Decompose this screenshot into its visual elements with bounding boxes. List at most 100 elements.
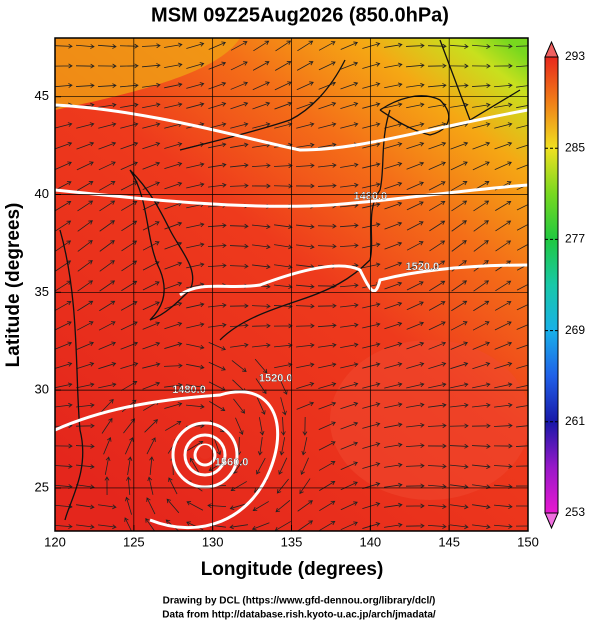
- wind-arrow: [427, 443, 447, 449]
- wind-arrow: [55, 321, 72, 331]
- wind-arrow: [449, 423, 469, 429]
- colorbar: 293 285 277 269 261 253: [544, 40, 585, 530]
- wind-arrow: [146, 497, 156, 515]
- wind-arrow: [77, 200, 94, 212]
- wind-arrow: [186, 343, 205, 350]
- y-tick-label: 45: [35, 88, 49, 103]
- wind-arrow: [252, 244, 271, 250]
- wind-arrow: [493, 524, 513, 529]
- wind-arrow: [494, 301, 512, 311]
- wind-arrow: [451, 240, 467, 252]
- wind-arrow: [120, 341, 139, 350]
- wind-arrow: [384, 462, 403, 468]
- wind-arrow: [384, 82, 403, 89]
- wind-arrow: [253, 40, 270, 52]
- wind-arrow: [450, 382, 469, 389]
- coastlines: [59, 39, 521, 521]
- wind-arrow: [428, 161, 446, 170]
- wind-arrow: [405, 443, 425, 448]
- footer-line: Drawing by DCL (https://www.gfd-dennou.o…: [163, 596, 436, 607]
- wind-arrow: [164, 402, 183, 409]
- wind-arrow: [120, 141, 139, 150]
- wind-arrow: [274, 343, 293, 348]
- x-tick-label: 130: [202, 534, 224, 549]
- wind-arrow: [278, 457, 288, 475]
- wind-arrow: [207, 263, 227, 268]
- wind-arrow: [451, 300, 468, 312]
- wind-arrow: [127, 456, 133, 475]
- wind-arrow: [317, 303, 337, 309]
- wind-arrow: [274, 81, 292, 91]
- wind-arrow: [494, 141, 513, 150]
- axes: 120 125 130 135 140 145 150 25 30 35 40 45: [35, 88, 539, 549]
- wind-arrow: [428, 341, 447, 350]
- wind-arrow: [77, 220, 93, 232]
- wind-arrow: [427, 63, 447, 69]
- wind-arrow: [296, 401, 315, 410]
- wind-arrow: [142, 281, 160, 291]
- wind-arrow: [230, 101, 249, 110]
- wind-arrow: [472, 464, 491, 469]
- wind-arrow: [317, 223, 337, 229]
- wind-arrow: [319, 480, 336, 491]
- wind-arrow: [450, 181, 468, 191]
- wind-arrow: [274, 284, 293, 290]
- wind-arrow: [213, 437, 222, 456]
- wind-arrow: [473, 280, 490, 292]
- wind-arrow: [55, 43, 73, 49]
- wind-arrow: [274, 224, 293, 230]
- wind-arrow: [428, 382, 447, 389]
- wind-arrow: [405, 483, 425, 489]
- streamlines: [55, 40, 528, 531]
- wind-arrow: [99, 220, 115, 232]
- wind-arrow: [384, 382, 403, 389]
- wind-arrow: [362, 442, 381, 449]
- wind-arrow: [142, 381, 161, 390]
- wind-arrow: [123, 418, 136, 434]
- wind-arrow: [168, 477, 178, 495]
- wind-arrow: [142, 241, 160, 251]
- wind-arrow: [252, 342, 271, 348]
- wind-arrow: [384, 442, 403, 448]
- wind-arrow: [362, 522, 381, 529]
- wind-arrow: [493, 83, 513, 88]
- wind-arrow: [472, 321, 490, 331]
- wind-arrow: [75, 44, 95, 49]
- wind-arrow: [98, 524, 117, 530]
- wind-arrow: [251, 163, 271, 168]
- wind-arrow: [451, 280, 468, 292]
- y-tick-label: 40: [35, 186, 49, 201]
- wind-arrow: [186, 501, 204, 511]
- wind-arrow: [319, 520, 336, 531]
- wind-arrow: [516, 364, 528, 369]
- wind-arrow: [450, 361, 469, 370]
- wind-arrow: [98, 161, 116, 171]
- wind-arrow: [384, 102, 403, 109]
- wind-arrow: [472, 402, 491, 408]
- wind-arrow: [318, 421, 336, 431]
- wind-arrow: [428, 321, 446, 331]
- wind-arrow: [164, 181, 183, 190]
- wind-arrow: [208, 102, 227, 109]
- wind-arrow: [428, 362, 447, 370]
- wind-arrow: [428, 141, 447, 150]
- wind-arrow: [55, 240, 72, 252]
- wind-arrow: [406, 82, 425, 88]
- wind-arrow: [186, 182, 205, 189]
- wind-arrow: [97, 63, 117, 69]
- wind-arrow: [406, 241, 424, 251]
- wind-arrow: [406, 341, 425, 350]
- wind-arrow: [104, 476, 110, 496]
- wind-arrow: [406, 402, 425, 408]
- wind-arrow: [149, 456, 154, 475]
- wind-arrow: [318, 142, 337, 148]
- wind-arrow: [317, 323, 337, 328]
- colorbar-bar: [544, 56, 559, 514]
- wind-arrow: [119, 63, 139, 69]
- footer-line: Data from http://database.rish.kyoto-u.a…: [162, 610, 436, 621]
- wind-arrow: [406, 201, 424, 211]
- wind-arrow: [362, 402, 381, 409]
- wind-arrow: [295, 323, 315, 329]
- wind-arrow: [318, 122, 337, 129]
